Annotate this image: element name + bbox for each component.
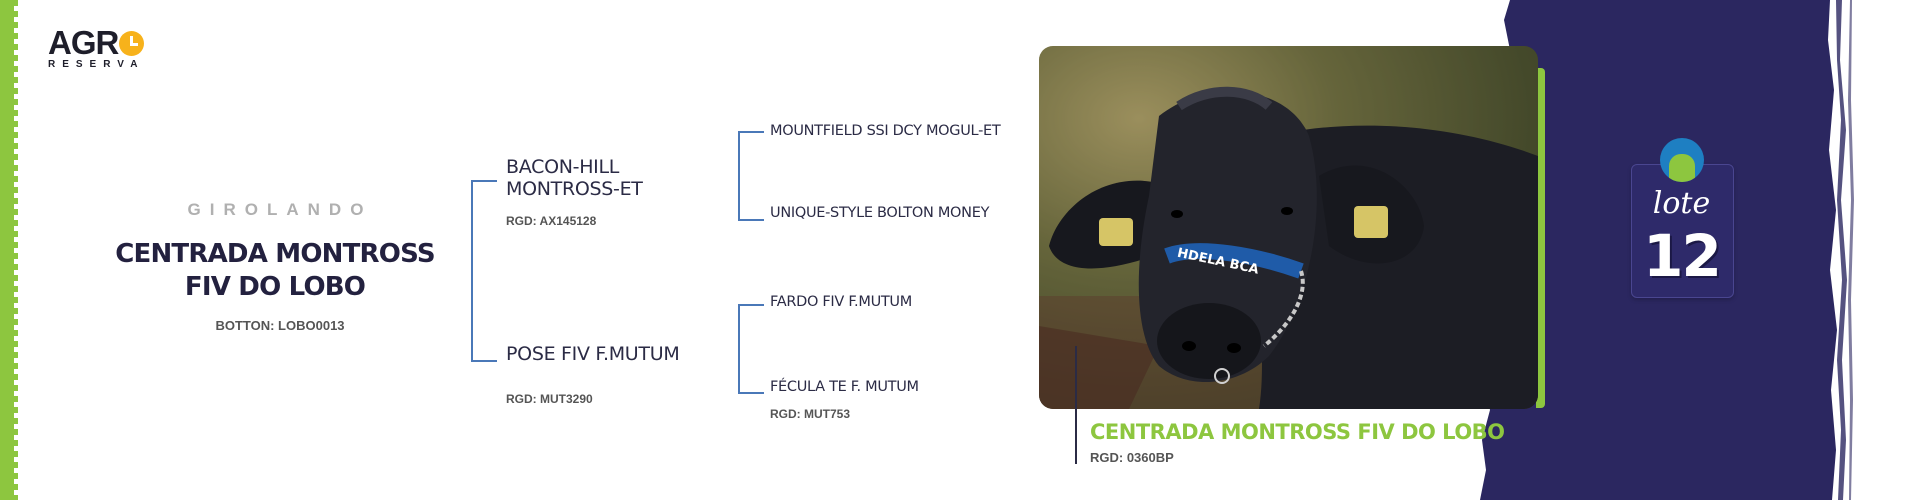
pedigree-bracket-main: [471, 180, 497, 362]
logo-text-top: AGR: [48, 24, 119, 61]
botton-code: BOTTON: LOBO0013: [215, 318, 345, 333]
dam-dam-name: FÉCULA TE F. MUTUM: [770, 379, 919, 395]
animal-photo[interactable]: HDELA BCA: [1039, 46, 1538, 409]
lote-label: lote: [1652, 186, 1711, 221]
left-green-stripe: [0, 0, 14, 500]
logo-text-bottom: RESERVA: [48, 59, 145, 70]
lote-number: 12: [1643, 222, 1722, 290]
agro-reserva-logo[interactable]: AGR RESERVA: [48, 24, 145, 70]
sire-rgd: RGD: AX145128: [506, 214, 597, 228]
brand-emblem-icon: [1660, 138, 1704, 182]
featured-animal-name: CENTRADA MONTROSS FIV DO LOBO: [1090, 420, 1505, 444]
dam-rgd: RGD: MUT3290: [506, 392, 593, 406]
left-brush-edge: [14, 0, 18, 500]
photo-green-accent: [1536, 68, 1545, 408]
animal-name-line1: CENTRADA MONTROSS: [115, 239, 435, 269]
featured-divider: [1075, 346, 1077, 464]
clock-icon: [119, 30, 145, 56]
pedigree-bracket-dam: [738, 304, 764, 394]
featured-rgd: RGD: 0360BP: [1090, 450, 1174, 465]
dam-dam-rgd: RGD: MUT753: [770, 407, 851, 421]
dam-sire-name: FARDO FIV F.MUTUM: [770, 294, 912, 310]
sire-name: BACON-HILL MONTROSS-ET: [506, 156, 643, 200]
animal-name: CENTRADA MONTROSS FIV DO LOBO: [100, 238, 450, 304]
animal-name-line2: FIV DO LOBO: [184, 272, 366, 302]
pedigree-bracket-sire: [738, 131, 764, 221]
lote-badge: [1631, 164, 1734, 298]
cow-illustration: HDELA BCA: [1039, 46, 1538, 409]
sire-sire-name: MOUNTFIELD SSI DCY MOGUL-ET: [770, 123, 1001, 139]
sire-dam-name: UNIQUE-STYLE BOLTON MONEY: [770, 205, 990, 221]
dam-name: POSE FIV F.MUTUM: [506, 343, 680, 365]
breed-label: GIROLANDO: [187, 200, 373, 219]
